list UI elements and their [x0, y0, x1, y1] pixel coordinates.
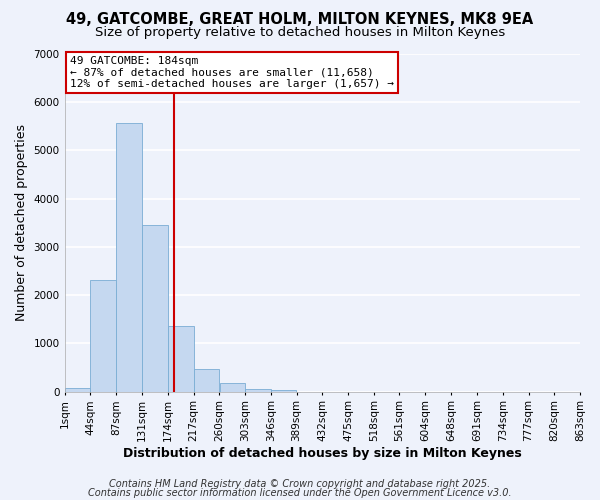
Bar [65, 388, 90, 392]
Bar [271, 390, 296, 392]
Text: 49 GATCOMBE: 184sqm
← 87% of detached houses are smaller (11,658)
12% of semi-de: 49 GATCOMBE: 184sqm ← 87% of detached ho… [70, 56, 394, 89]
Bar [168, 326, 194, 392]
Text: 49, GATCOMBE, GREAT HOLM, MILTON KEYNES, MK8 9EA: 49, GATCOMBE, GREAT HOLM, MILTON KEYNES,… [67, 12, 533, 28]
Text: Size of property relative to detached houses in Milton Keynes: Size of property relative to detached ho… [95, 26, 505, 39]
Bar [116, 122, 142, 392]
Y-axis label: Number of detached properties: Number of detached properties [15, 124, 28, 322]
Bar [220, 383, 245, 392]
Bar [91, 280, 116, 392]
Text: Contains HM Land Registry data © Crown copyright and database right 2025.: Contains HM Land Registry data © Crown c… [109, 479, 491, 489]
Bar [142, 226, 168, 392]
Bar [194, 370, 219, 392]
X-axis label: Distribution of detached houses by size in Milton Keynes: Distribution of detached houses by size … [123, 447, 521, 460]
Bar [245, 389, 271, 392]
Text: Contains public sector information licensed under the Open Government Licence v3: Contains public sector information licen… [88, 488, 512, 498]
